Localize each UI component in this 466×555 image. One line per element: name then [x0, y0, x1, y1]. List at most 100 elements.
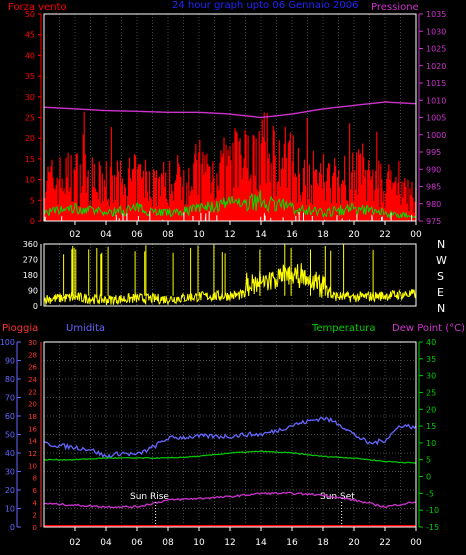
pioggia-label: Pioggia: [2, 323, 38, 334]
pioggia-tick-label: 6: [33, 487, 38, 495]
direction-tick-label: 180: [23, 271, 38, 280]
temperature-tick-label: 40: [426, 338, 436, 347]
pressione-label: Pressione: [371, 2, 419, 13]
pioggia-tick-label: 24: [28, 376, 37, 384]
wind-tick-label: 30: [25, 93, 35, 102]
x-tick-label-top: 20: [348, 230, 360, 240]
umidita-tick-label: 0: [10, 523, 15, 532]
pioggia-tick-label: 28: [28, 351, 37, 359]
x-tick-label-bottom: 16: [286, 538, 298, 548]
x-tick-label-top: 00: [410, 230, 422, 240]
wind-tick-label: 10: [25, 176, 35, 185]
wind-tick-label: 50: [25, 10, 35, 19]
pressure-tick-label: 1010: [426, 96, 446, 105]
dir-label-n-bottom: N: [437, 302, 445, 315]
pioggia-tick-label: 20: [28, 401, 37, 409]
umidita-tick-label: 40: [5, 449, 15, 458]
pressure-tick-label: 995: [426, 148, 441, 157]
temperature-tick-label: 20: [426, 405, 436, 414]
umidita-tick-label: 20: [5, 486, 15, 495]
pressure-tick-label: 1015: [426, 79, 446, 88]
x-tick-label-bottom: 08: [162, 538, 174, 548]
temperature-tick-label: 5: [426, 456, 431, 465]
wind-calm-marks: [44, 211, 413, 221]
direction-spikes: [63, 244, 374, 296]
pioggia-tick-label: 0: [33, 524, 37, 532]
direction-tick-label: 270: [23, 256, 38, 265]
umidita-tick-label: 80: [5, 375, 15, 384]
pressure-tick-label: 1020: [426, 62, 446, 71]
temperature-tick-label: -10: [426, 506, 439, 515]
umidita-label: Umidita: [66, 323, 105, 334]
wind-tick-label: 15: [25, 155, 35, 164]
x-tick-label-top: 14: [255, 230, 267, 240]
plot-frame-2: [43, 243, 417, 307]
x-tick-label-top: 16: [286, 230, 298, 240]
pressure-tick-label: 1035: [426, 10, 446, 19]
x-tick-label-bottom: 14: [255, 538, 267, 548]
dewpoint-series: [43, 491, 417, 509]
wind-tick-label: 45: [25, 31, 35, 40]
pressure-tick-label: 990: [426, 165, 441, 174]
wind-tick-label: 0: [30, 217, 35, 226]
x-tick-label-top: 12: [224, 230, 235, 240]
wind-tick-label: 20: [25, 134, 35, 143]
x-tick-label-top: 10: [193, 230, 205, 240]
direction-series: [43, 263, 417, 307]
temperature-tick-label: 35: [426, 355, 436, 364]
x-tick-label-bottom: 02: [69, 538, 80, 548]
x-tick-label-top: 04: [100, 230, 112, 240]
x-tick-label-bottom: 12: [224, 538, 235, 548]
pioggia-tick-label: 10: [28, 462, 37, 470]
pressure-tick-label: 1005: [426, 114, 446, 123]
pioggia-tick-label: 12: [28, 450, 37, 458]
temperature-tick-label: 25: [426, 388, 436, 397]
temperature-tick-label: 15: [426, 422, 436, 431]
x-tick-label-bottom: 06: [131, 538, 143, 548]
pressure-tick-label: 1025: [426, 45, 446, 54]
pressure-tick-label: 980: [426, 200, 441, 209]
umidita-tick-label: 70: [5, 394, 15, 403]
pressure-series: [43, 101, 417, 119]
wind-tick-label: 40: [25, 51, 35, 60]
forza-vento-label: Forza vento: [8, 2, 67, 13]
umidita-tick-label: 10: [5, 505, 15, 514]
temperature-series: [43, 450, 417, 464]
umidita-tick-label: 30: [5, 468, 15, 477]
chart-title: 24 hour graph upto 06 Gennaio 2006: [172, 0, 358, 11]
direction-tick-label: 360: [23, 240, 38, 249]
x-tick-label-top: 22: [379, 230, 390, 240]
direction-tick-label: 90: [28, 287, 38, 296]
x-tick-label-top: 08: [162, 230, 174, 240]
pioggia-tick-label: 14: [28, 438, 37, 446]
wind-tick-label: 5: [30, 196, 35, 205]
temperature-tick-label: 30: [426, 372, 436, 381]
temperature-tick-label: 10: [426, 439, 436, 448]
wind-avg-series: [43, 190, 417, 219]
dew-point-label: Dew Point (°C): [392, 323, 465, 334]
pioggia-tick-label: 22: [28, 388, 37, 396]
pressure-tick-label: 1000: [426, 131, 446, 140]
x-tick-label-bottom: 10: [193, 538, 205, 548]
temperature-tick-label: -15: [426, 523, 439, 532]
sun-rise-label: Sun Rise: [130, 492, 169, 502]
pioggia-tick-label: 4: [33, 499, 38, 507]
pioggia-tick-label: 2: [33, 512, 37, 520]
dir-label-e: E: [437, 286, 444, 299]
umidita-tick-label: 60: [5, 412, 15, 421]
x-tick-label-bottom: 22: [379, 538, 390, 548]
pioggia-tick-label: 26: [28, 364, 37, 372]
umidita-tick-label: 100: [0, 338, 15, 347]
temperature-tick-label: 0: [426, 473, 431, 482]
pressure-tick-label: 985: [426, 183, 441, 192]
temperatura-label: Temperatura: [311, 323, 376, 334]
wind-tick-label: 25: [25, 114, 35, 123]
umidita-series: [43, 416, 417, 459]
dir-label-s: S: [437, 270, 444, 283]
umidita-tick-label: 90: [5, 357, 15, 366]
dir-label-n-top: N: [437, 238, 445, 251]
x-tick-label-top: 18: [317, 230, 329, 240]
pioggia-tick-label: 18: [28, 413, 37, 421]
pioggia-tick-label: 8: [33, 475, 37, 483]
